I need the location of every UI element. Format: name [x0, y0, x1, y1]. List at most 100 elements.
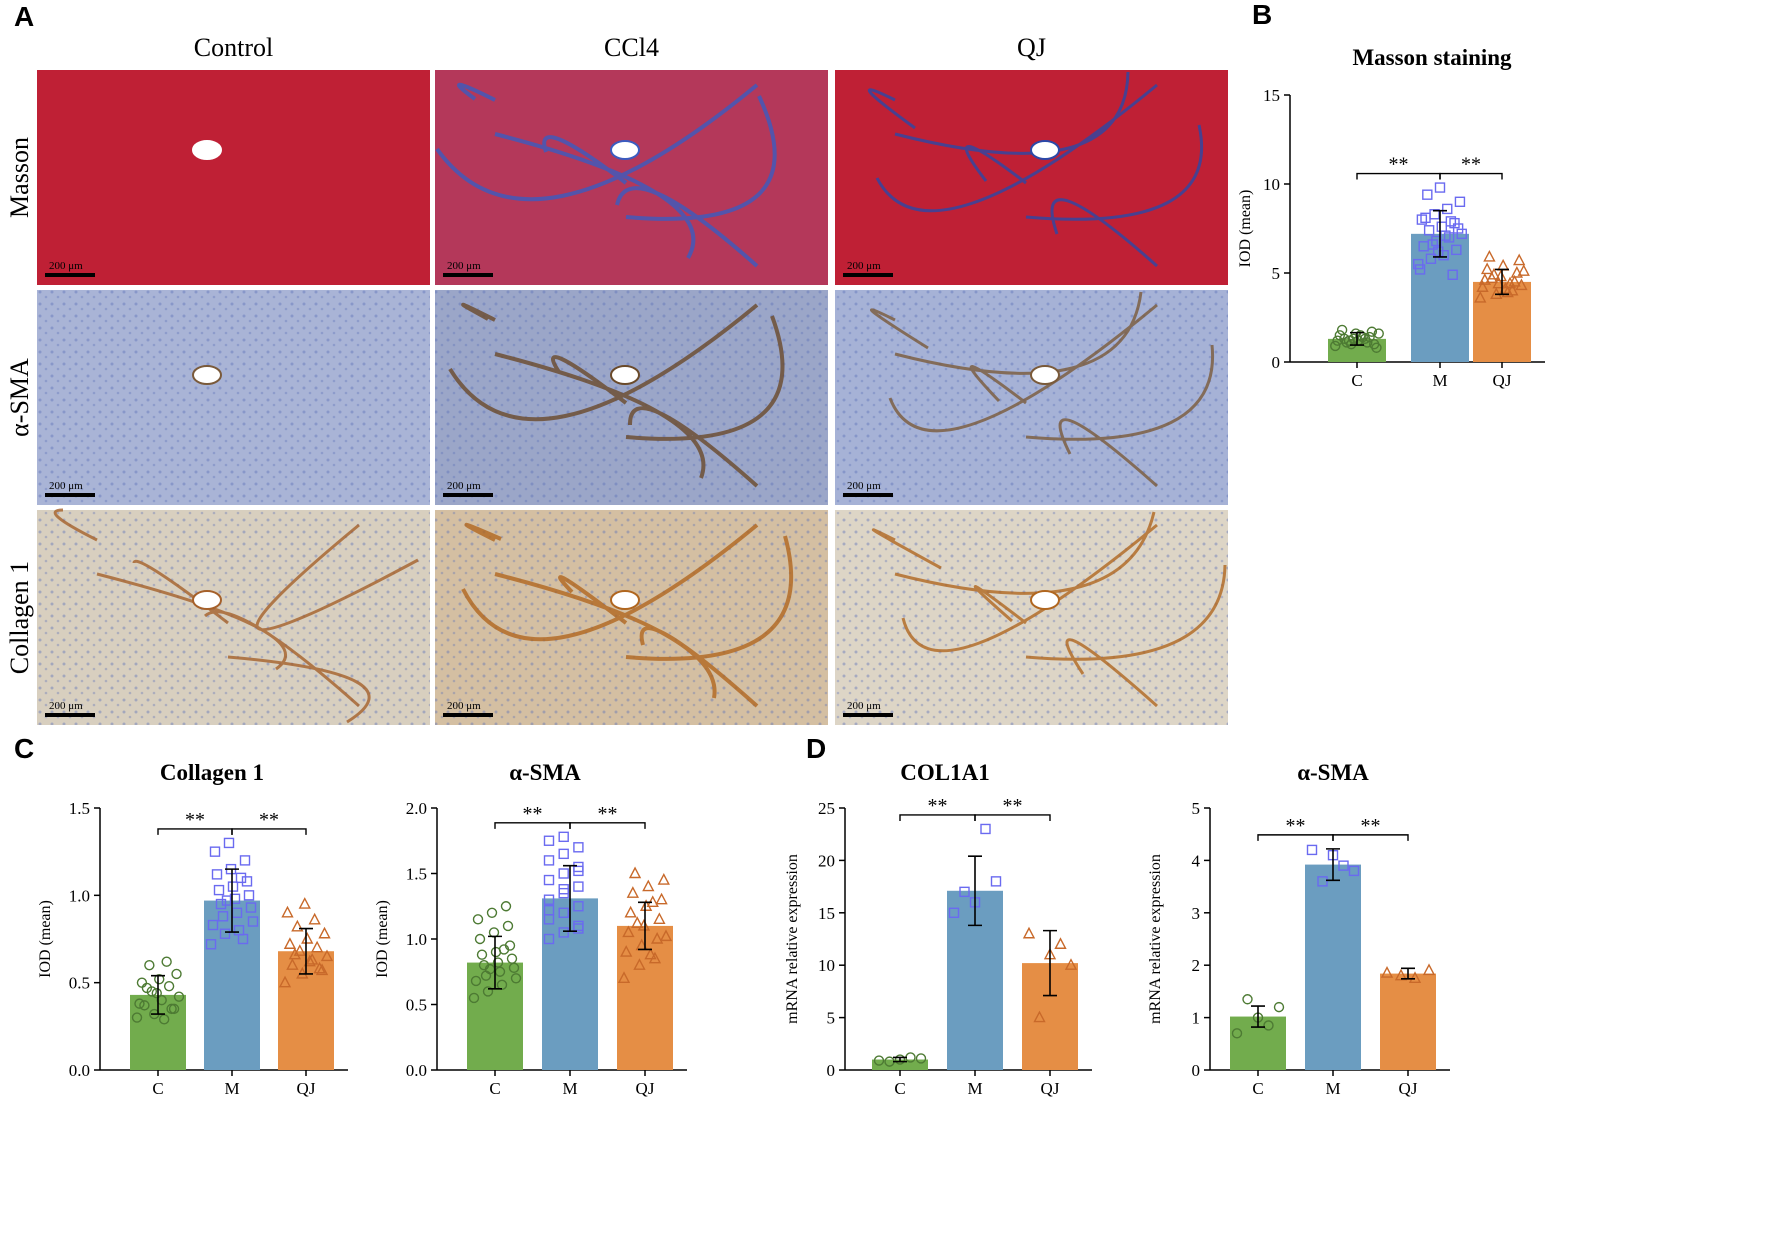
data-point [245, 902, 257, 913]
data-point [1449, 217, 1460, 229]
tissue-septa [870, 291, 1215, 488]
data-point [1447, 269, 1458, 280]
data-point [558, 848, 569, 860]
data-point [1436, 221, 1448, 232]
scale-bar-label: 200 μm [49, 480, 83, 492]
tissue-septa [867, 71, 1204, 268]
data-point [144, 960, 155, 971]
y-tick-label: 5 [1272, 264, 1281, 283]
data-point [894, 1054, 906, 1065]
data-point [241, 876, 253, 887]
data-point [303, 954, 316, 967]
x-tick-label: M [1432, 371, 1447, 390]
data-point [318, 926, 331, 939]
tissue-septa [871, 511, 1227, 708]
histology-image [37, 70, 430, 285]
row-header: α-SMA [5, 358, 34, 437]
scale-bar-label: 200 μm [847, 260, 881, 272]
data-point [573, 865, 584, 877]
cell-texture [37, 290, 430, 505]
error-bar [1251, 1005, 1265, 1028]
y-tick-label: 4 [1192, 851, 1201, 870]
data-point [1330, 340, 1341, 352]
vessel [192, 140, 222, 160]
data-point [1452, 223, 1464, 234]
data-point [154, 973, 165, 985]
data-point [1416, 214, 1428, 225]
data-point [213, 884, 225, 896]
data-point [642, 879, 655, 892]
y-tick-label: 1.0 [69, 886, 90, 905]
vessel [1030, 590, 1060, 610]
data-point [1474, 290, 1487, 303]
y-tick-label: 15 [818, 904, 835, 923]
data-point [626, 886, 640, 898]
bar [872, 1059, 928, 1070]
y-tick-label: 0.0 [69, 1061, 90, 1080]
data-point [215, 898, 227, 910]
error-bar [638, 901, 652, 951]
data-point [1338, 860, 1349, 871]
data-point [573, 881, 584, 892]
data-point [1480, 262, 1494, 275]
data-point [1517, 264, 1530, 276]
significance-label: ** [1389, 154, 1409, 176]
data-point [476, 949, 488, 960]
data-point [1373, 328, 1384, 339]
data-point [624, 905, 637, 918]
data-point [1494, 269, 1508, 282]
data-point [1380, 966, 1394, 978]
row-header: Collagen 1 [5, 561, 34, 674]
data-point [163, 980, 175, 992]
y-tick-label: 2.0 [406, 799, 427, 818]
data-point [281, 905, 294, 918]
significance-label: ** [185, 809, 205, 831]
scale-bar-label: 200 μm [847, 700, 881, 712]
chart-title: α-SMA [1297, 760, 1369, 785]
y-tick-label: 20 [818, 851, 835, 870]
y-axis-label: IOD (mean) [37, 900, 54, 978]
vessel [192, 590, 222, 610]
data-point [1451, 244, 1462, 256]
data-point [247, 916, 259, 927]
data-point [573, 923, 584, 934]
data-point [136, 977, 148, 988]
data-point [217, 911, 229, 922]
data-point [1413, 258, 1424, 270]
tissue-septa [448, 302, 785, 488]
data-point [558, 927, 569, 938]
data-point [1242, 994, 1253, 1005]
scale-bar-label: 200 μm [847, 480, 881, 492]
data-point [278, 975, 292, 988]
x-tick-label: M [1325, 1079, 1340, 1098]
data-point [980, 823, 991, 835]
data-point [628, 866, 642, 879]
vessel [610, 140, 640, 160]
significance-label: ** [1003, 795, 1023, 817]
data-point [506, 953, 518, 964]
x-tick-label: QJ [636, 1079, 655, 1098]
chart-title: Masson staining [1352, 45, 1512, 70]
data-point [227, 881, 239, 892]
y-tick-label: 5 [1192, 799, 1201, 818]
y-tick-label: 15 [1263, 86, 1280, 105]
y-tick-label: 0.5 [69, 974, 90, 993]
data-point [313, 961, 326, 974]
data-point [306, 952, 319, 965]
error-bar [299, 927, 313, 975]
y-tick-label: 1.0 [406, 930, 427, 949]
data-point [139, 1000, 150, 1011]
data-point [171, 968, 182, 980]
data-point [558, 831, 569, 843]
data-point [470, 975, 482, 987]
data-point [1033, 1010, 1046, 1023]
data-point [1408, 971, 1422, 983]
panel-label: D [806, 733, 826, 764]
data-point [558, 868, 569, 879]
significance-label: ** [523, 803, 543, 825]
bar [1473, 281, 1531, 362]
data-point [301, 931, 314, 944]
data-point [573, 901, 584, 912]
data-point [650, 931, 664, 944]
